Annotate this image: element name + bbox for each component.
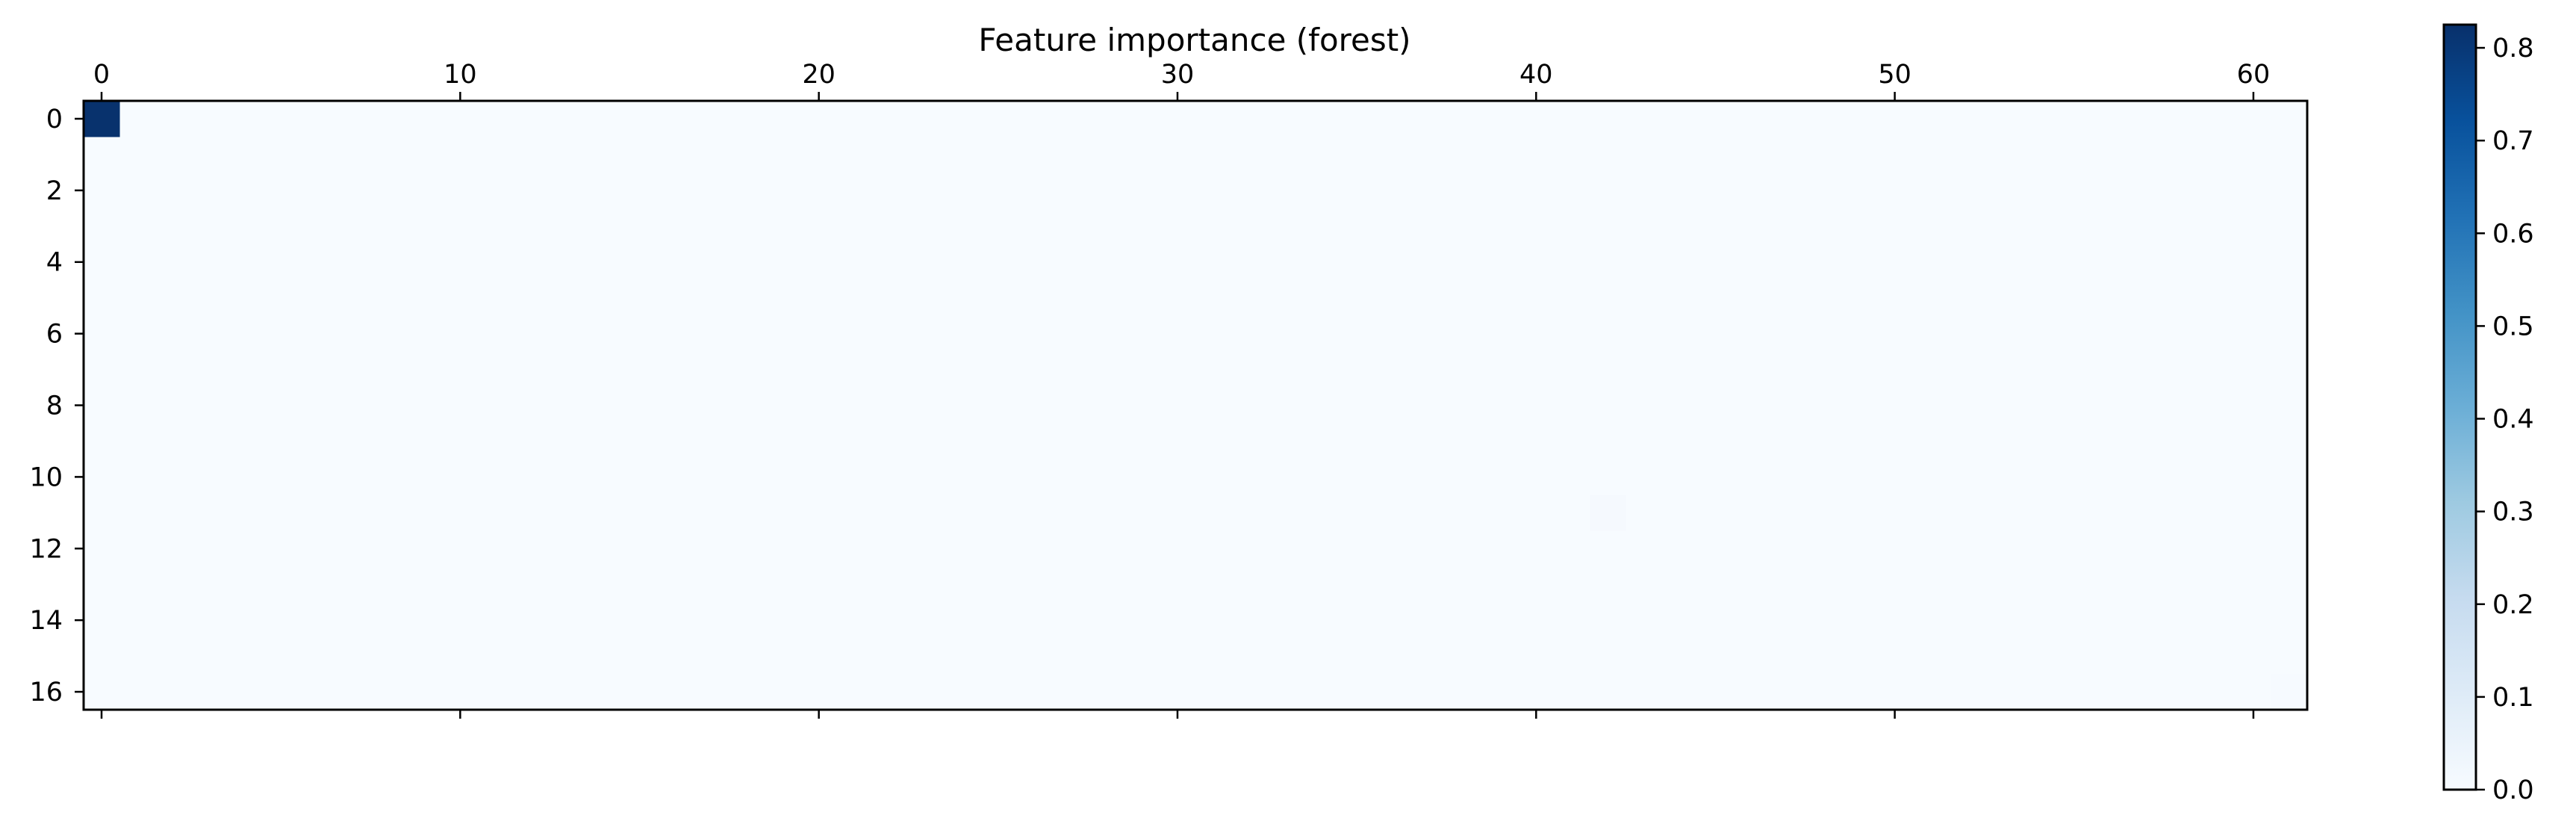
y-tick-label: 8 (46, 391, 63, 421)
y-tick-label: 14 (29, 606, 63, 636)
colorbar-ticks: 0.0 0.1 0.2 0.3 0.4 0.5 0.6 0.7 0.8 (2476, 34, 2534, 805)
colorbar-tick-label: 0.4 (2492, 405, 2534, 435)
x-tick-label: 40 (1519, 60, 1553, 90)
chart-title: Feature importance (forest) (978, 22, 1410, 58)
heatmap-cells (84, 101, 2308, 710)
y-tick-label: 4 (46, 248, 63, 278)
colorbar-tick-label: 0.6 (2492, 219, 2534, 249)
colorbar-tick-label: 0.2 (2492, 590, 2534, 620)
y-tick-label: 12 (29, 534, 63, 564)
colorbar-gradient (2442, 23, 2477, 791)
y-tick-label: 10 (29, 462, 63, 492)
colorbar-tick-label: 0.7 (2492, 126, 2534, 156)
y-axis: 0 2 4 6 8 10 12 14 16 (29, 105, 84, 707)
colorbar-tick-label: 0.3 (2492, 498, 2534, 527)
y-tick-label: 0 (46, 105, 63, 134)
heatmap-cell (2271, 674, 2308, 710)
y-tick-label: 2 (46, 176, 63, 206)
y-tick-label: 6 (46, 320, 63, 350)
colorbar-tick-label: 0.0 (2492, 775, 2534, 805)
heatmap-cell (84, 101, 120, 137)
colorbar: 0.0 0.1 0.2 0.3 0.4 0.5 0.6 0.7 0.8 (2442, 23, 2534, 805)
x-axis-top: 0 10 20 30 40 50 60 (93, 60, 2270, 719)
y-tick-label: 16 (29, 678, 63, 707)
colorbar-tick-label: 0.8 (2492, 34, 2534, 64)
x-tick-label: 60 (2237, 60, 2271, 90)
heatmap-background (84, 101, 2307, 710)
colorbar-tick-label: 0.1 (2492, 683, 2534, 713)
x-tick-label: 50 (1878, 60, 1911, 90)
colorbar-tick-label: 0.5 (2492, 312, 2534, 341)
x-tick-label: 0 (93, 60, 110, 90)
heatmap-cell (1590, 495, 1626, 531)
x-tick-label: 30 (1161, 60, 1195, 90)
x-tick-label: 10 (444, 60, 477, 90)
x-tick-label: 20 (802, 60, 836, 90)
